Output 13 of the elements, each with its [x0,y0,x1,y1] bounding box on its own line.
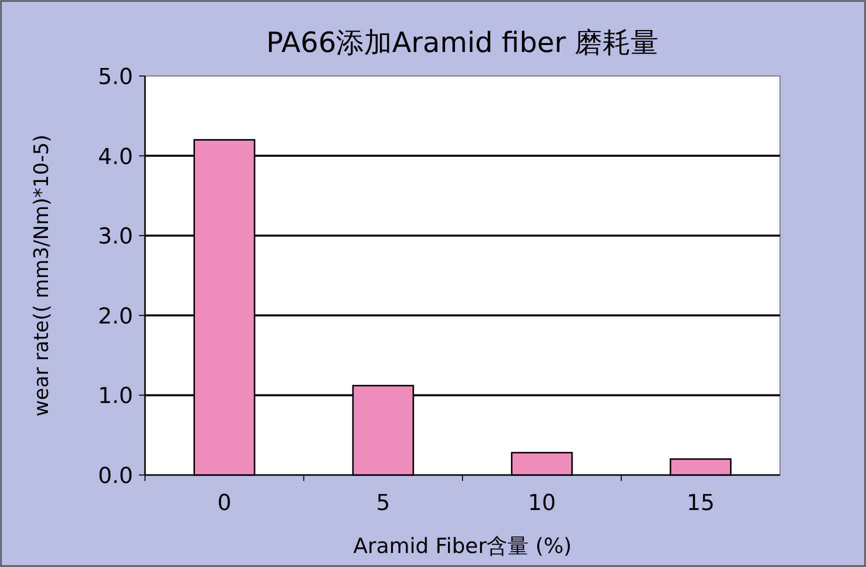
x-tick-label: 10 [528,491,556,516]
y-axis-title: wear rate(( mm3/Nm)*10-5) [29,134,53,416]
y-tick-label: 3.0 [98,224,133,250]
x-tick-label: 0 [217,491,232,516]
x-tick-label: 15 [686,491,715,516]
chart-title: PA66添加Aramid fiber 磨耗量 [266,26,659,59]
y-tick-label: 4.0 [98,144,133,170]
x-tick-label: 5 [376,491,390,516]
y-tick-label: 1.0 [98,384,133,410]
x-axis-title: Aramid Fiber含量 (%) [353,534,572,558]
y-tick-label: 5.0 [98,65,133,90]
y-tick-label: 0.0 [98,464,133,489]
y-tick-label: 2.0 [98,304,133,330]
